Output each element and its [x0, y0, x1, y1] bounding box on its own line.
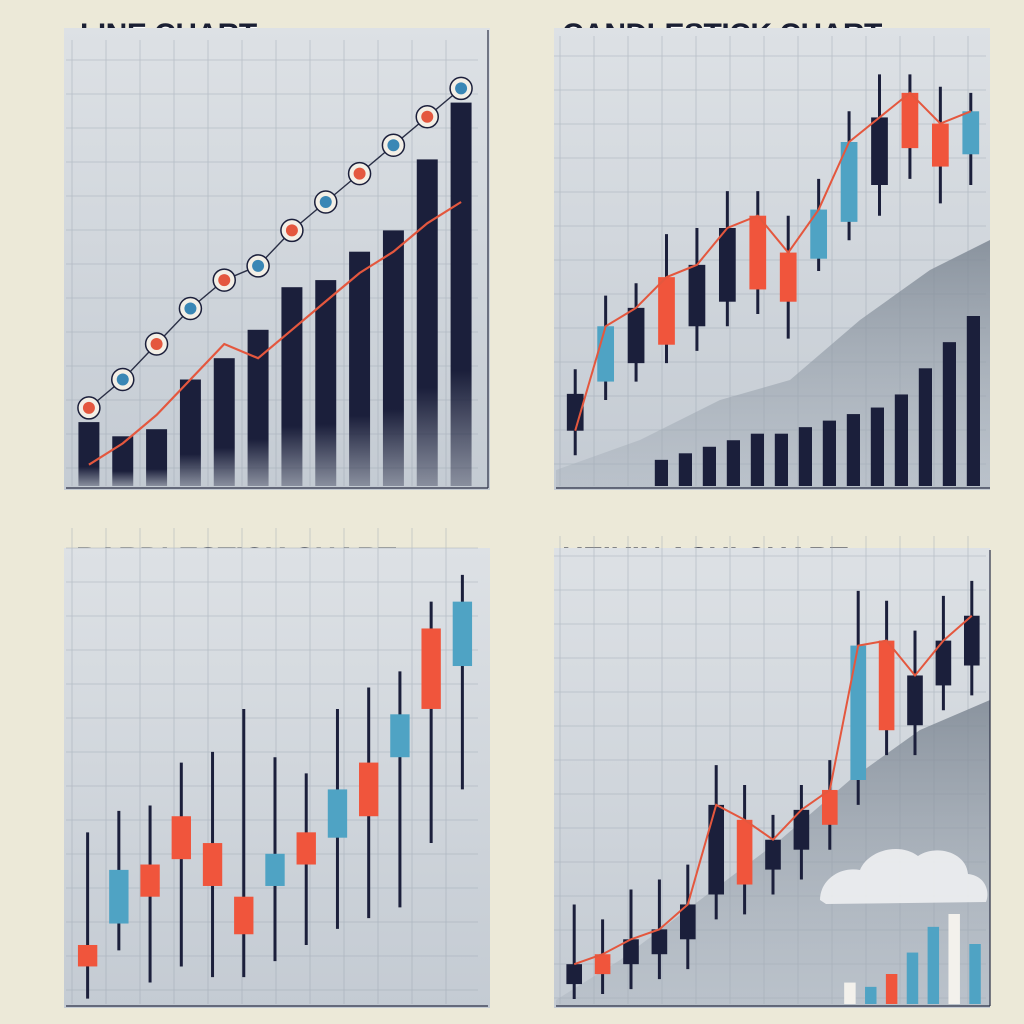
candle-body — [931, 123, 949, 167]
candle-body — [901, 92, 919, 149]
volume-bar — [918, 368, 932, 486]
data-point-core — [82, 401, 95, 414]
volume-bar — [969, 944, 981, 1004]
bar — [382, 230, 404, 486]
candle-body — [327, 789, 348, 838]
volume-bar — [798, 427, 812, 486]
bar — [179, 379, 201, 486]
bar — [78, 422, 100, 486]
candle-body — [77, 944, 98, 967]
volume-bar — [726, 440, 740, 486]
bar — [450, 102, 472, 486]
candle-body — [840, 142, 858, 222]
chart-heikin-ashi-area — [566, 580, 981, 1004]
bar — [213, 358, 235, 486]
series-line — [88, 201, 462, 466]
candle-body — [627, 307, 645, 364]
candle-body — [718, 228, 736, 302]
candle-body — [390, 714, 410, 758]
data-point-core — [218, 274, 231, 287]
data-point-core — [285, 224, 298, 237]
candle-body — [234, 896, 254, 935]
volume-bar — [942, 342, 956, 486]
volume-bar — [678, 453, 692, 486]
candle-body — [658, 277, 675, 345]
volume-bar — [894, 394, 908, 486]
bar — [247, 329, 269, 486]
candle-body — [736, 819, 753, 885]
volume-bar — [870, 407, 884, 486]
candle-body — [623, 939, 639, 965]
candle-body — [566, 964, 583, 985]
candle-body — [850, 645, 867, 780]
candle-body — [963, 615, 980, 666]
trend-line — [574, 91, 972, 431]
candle-body — [651, 929, 668, 955]
volume-bar — [654, 459, 668, 486]
chart-candlestick-area — [566, 74, 980, 486]
cloud-shape — [820, 848, 988, 904]
volume-bar — [846, 414, 860, 486]
candle-body — [810, 209, 828, 259]
candle-body — [265, 853, 285, 886]
volume-bar — [702, 446, 716, 486]
bar — [146, 429, 168, 486]
chart-line-area — [77, 76, 473, 486]
candle-body — [821, 789, 838, 825]
volume-bar — [885, 974, 898, 1004]
candle-body — [793, 809, 810, 850]
bar — [315, 280, 337, 486]
candle-body — [566, 393, 584, 431]
bar — [281, 287, 303, 486]
panel-background-bardlestick — [64, 548, 490, 1008]
candle-body — [452, 601, 473, 667]
bar — [112, 436, 134, 486]
data-point-core — [150, 338, 163, 350]
data-point-core — [116, 373, 129, 386]
volume-bar — [906, 952, 919, 1004]
candle-body — [594, 954, 611, 975]
data-point-core — [353, 167, 366, 180]
volume-bar — [822, 420, 836, 486]
candle-body — [962, 111, 980, 155]
volume-bar — [865, 986, 877, 1004]
candle-body — [779, 252, 797, 302]
candle-body — [749, 215, 767, 290]
data-point-core — [319, 196, 332, 208]
bar — [349, 251, 371, 486]
candle-body — [679, 904, 696, 940]
candle-body — [935, 640, 952, 686]
candle-body — [597, 326, 615, 382]
data-point-core — [252, 259, 265, 272]
volume-bar — [750, 433, 764, 486]
candle-body — [907, 675, 923, 726]
candle-body — [202, 843, 223, 886]
data-point-core — [387, 139, 400, 152]
volume-bar — [966, 316, 980, 486]
candle-body — [109, 869, 129, 924]
candle-body — [708, 804, 725, 895]
candle-body — [296, 832, 316, 865]
volume-bar — [948, 914, 960, 1004]
candle-body — [688, 264, 706, 327]
data-point-core — [421, 110, 434, 123]
axis-lines — [66, 30, 991, 1007]
volume-bar — [774, 433, 788, 486]
candle-body — [359, 762, 379, 817]
data-point-core — [184, 302, 197, 315]
candle-body — [140, 864, 160, 897]
candle-body — [878, 640, 895, 731]
bar — [416, 159, 438, 486]
candle-body — [171, 816, 191, 860]
trend-line — [573, 614, 973, 966]
candle-body — [871, 117, 888, 185]
volume-bar — [844, 982, 856, 1004]
volume-bar — [927, 926, 940, 1004]
candle-body — [421, 628, 441, 709]
data-point-core — [455, 82, 468, 95]
candle-body — [765, 839, 781, 870]
chart-bardlestick-area — [77, 574, 473, 999]
